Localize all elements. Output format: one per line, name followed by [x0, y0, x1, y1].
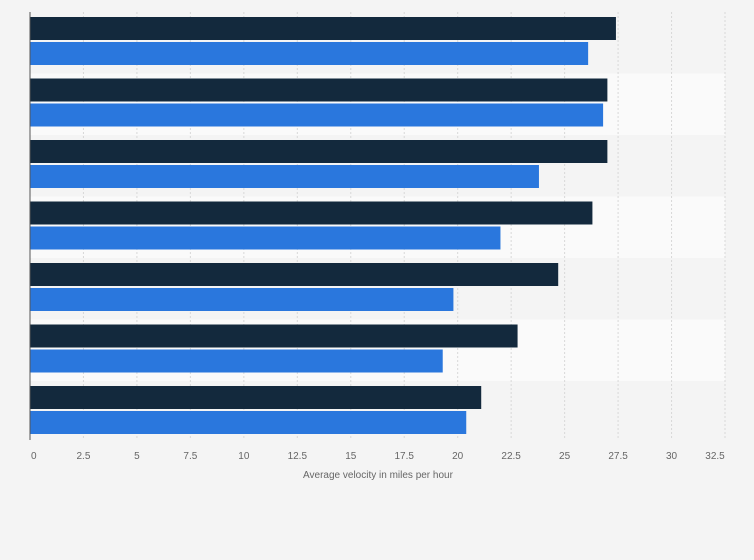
bar[interactable] — [30, 386, 482, 409]
x-tick-label: 20 — [452, 451, 464, 462]
bar[interactable] — [30, 17, 616, 40]
bar[interactable] — [30, 226, 501, 250]
x-tick-label: 17.5 — [394, 451, 414, 462]
x-tick-label: 5 — [134, 451, 140, 462]
x-tick-label: 32.5 — [705, 451, 725, 462]
bar[interactable] — [30, 263, 559, 286]
bar[interactable] — [30, 411, 467, 434]
bar[interactable] — [30, 140, 608, 163]
bar[interactable] — [30, 103, 604, 127]
x-tick-label: 10 — [238, 451, 250, 462]
bar[interactable] — [30, 349, 443, 373]
bar[interactable] — [30, 165, 539, 188]
x-tick-label: 7.5 — [183, 451, 197, 462]
bars — [30, 17, 616, 434]
bar[interactable] — [30, 324, 518, 348]
x-tick-label: 22.5 — [501, 451, 521, 462]
x-tick-label: 15 — [345, 451, 357, 462]
bar[interactable] — [30, 288, 454, 311]
x-axis-ticks: 0 2.5 5 7.5 10 12.5 15 17.5 20 22.5 25 27.5 30 32.5 — [31, 451, 725, 462]
x-tick-label: 0 — [31, 451, 37, 462]
bar[interactable] — [30, 42, 589, 65]
bar[interactable] — [30, 201, 593, 225]
x-tick-label: 27.5 — [608, 451, 628, 462]
x-tick-label: 2.5 — [77, 451, 91, 462]
bar[interactable] — [30, 78, 608, 102]
x-tick-label: 25 — [559, 451, 571, 462]
x-tick-label: 30 — [666, 451, 678, 462]
x-axis-title: Average velocity in miles per hour — [303, 470, 454, 481]
x-tick-label: 12.5 — [288, 451, 308, 462]
